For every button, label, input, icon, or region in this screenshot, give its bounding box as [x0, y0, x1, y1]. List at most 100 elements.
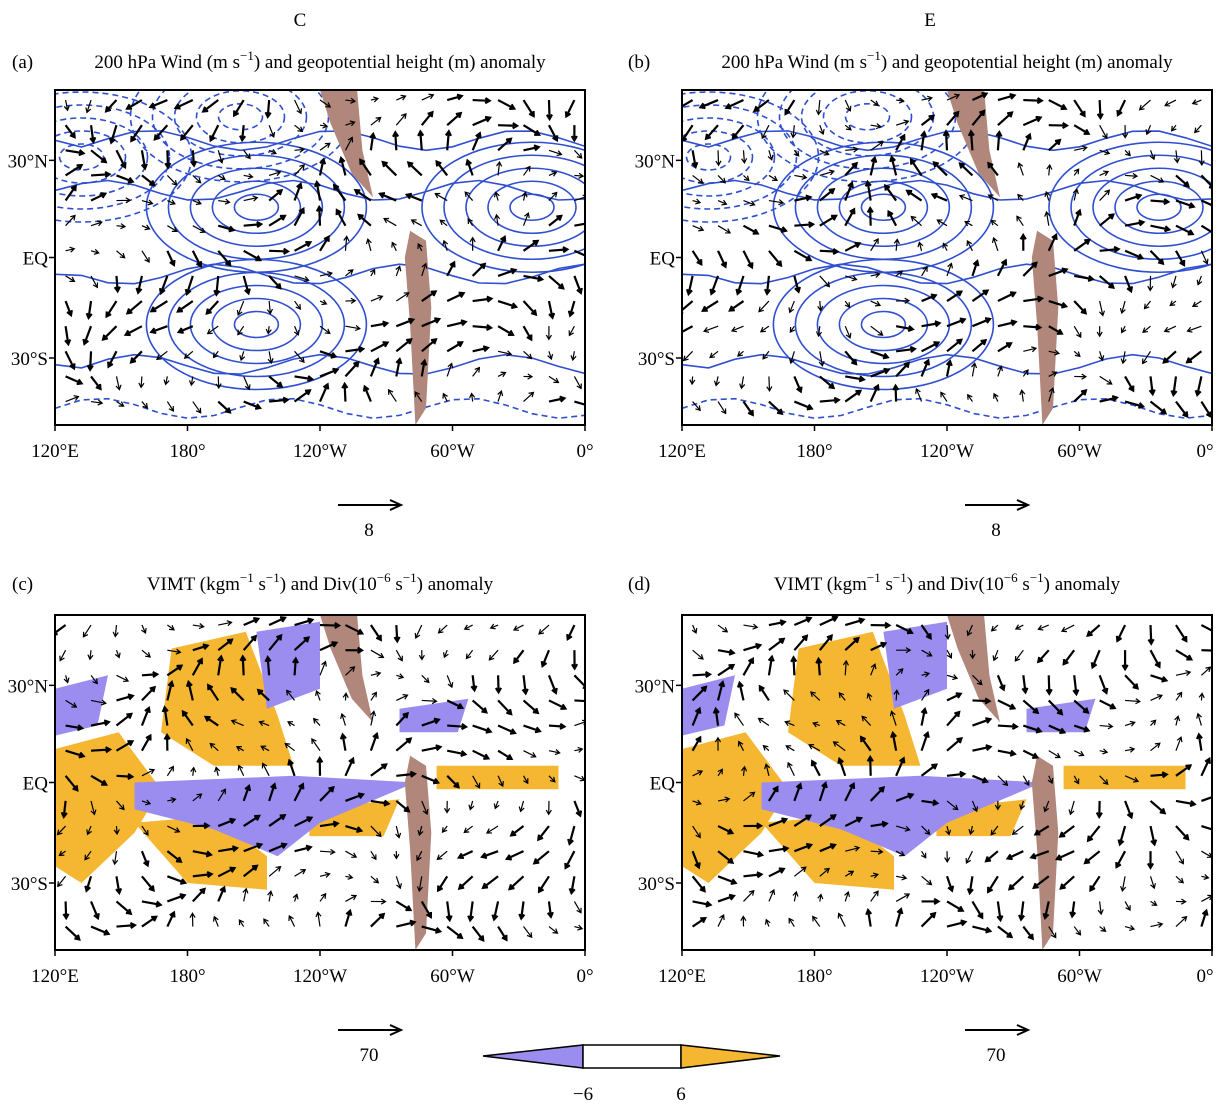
vector [421, 674, 430, 684]
land [947, 90, 1000, 198]
vector [242, 634, 258, 651]
vector [242, 784, 252, 802]
vector [682, 325, 694, 336]
vector [435, 159, 449, 177]
vector [1125, 698, 1142, 705]
vector [971, 259, 980, 277]
vector [115, 740, 135, 752]
vector [1073, 699, 1090, 714]
vector [395, 357, 403, 377]
vector [1150, 771, 1169, 779]
vector [787, 761, 795, 777]
vector [1014, 649, 1024, 662]
vector [344, 756, 355, 777]
vector [64, 124, 76, 139]
vector [217, 654, 225, 676]
vector [522, 124, 541, 136]
vector [1073, 168, 1080, 176]
vector [996, 258, 1008, 277]
vector [116, 772, 135, 781]
vector [523, 350, 533, 360]
vector [869, 383, 880, 403]
vector [370, 670, 382, 677]
vector [370, 799, 391, 807]
vector [1054, 850, 1075, 861]
vector [345, 824, 364, 834]
vector [1200, 400, 1212, 419]
vector [90, 746, 113, 754]
vector [60, 800, 68, 819]
vector [129, 350, 143, 364]
vector [404, 192, 423, 202]
vector [344, 360, 360, 378]
vector [522, 212, 530, 226]
shading [761, 775, 1043, 857]
vector [890, 730, 898, 751]
vector [869, 785, 886, 802]
reference-label: 70 [987, 1045, 1006, 1066]
vector [818, 351, 825, 367]
vector [967, 393, 973, 402]
vector [497, 300, 519, 310]
vector [344, 908, 353, 927]
vector [1007, 875, 1025, 891]
contour [822, 90, 913, 144]
vector [932, 160, 948, 177]
vector [920, 114, 936, 127]
vector [82, 325, 93, 346]
vector [685, 275, 694, 297]
vector [1073, 300, 1088, 315]
vector [1200, 908, 1209, 927]
vector [1048, 138, 1062, 152]
x-tick-label: 0° [576, 966, 593, 987]
contour [772, 141, 995, 274]
vector [573, 249, 585, 257]
vector [149, 300, 168, 313]
vector [447, 723, 469, 731]
vector [548, 395, 567, 403]
vector [294, 844, 313, 853]
vector [844, 181, 854, 201]
vector [1149, 400, 1168, 415]
vector [472, 115, 492, 127]
vector [90, 699, 107, 706]
vector [114, 649, 121, 659]
vector [793, 400, 814, 411]
vector [345, 646, 365, 654]
vector [512, 624, 524, 631]
vector [1099, 395, 1119, 403]
vector [242, 887, 249, 902]
vector [1072, 675, 1080, 697]
x-tick-label: 120°E [31, 441, 79, 462]
vector [691, 250, 703, 266]
vector [319, 641, 339, 652]
vector [574, 924, 584, 931]
vector [1201, 894, 1212, 902]
vector [768, 845, 790, 853]
vector [990, 624, 999, 632]
vector [463, 825, 474, 834]
vector [293, 206, 305, 227]
vector [784, 99, 796, 116]
vector [895, 270, 904, 277]
vector [996, 901, 1004, 923]
vector [709, 350, 719, 359]
vector [319, 99, 332, 108]
x-tick-label: 0° [576, 441, 593, 462]
vector [790, 655, 798, 676]
vector [866, 206, 874, 226]
vector [921, 95, 933, 102]
vector [176, 325, 194, 334]
vector [743, 174, 750, 182]
vector [1143, 300, 1151, 310]
vector [339, 732, 347, 751]
vector [837, 756, 847, 777]
vector [921, 799, 940, 807]
contour [55, 91, 193, 223]
vector [130, 124, 143, 143]
vector [417, 242, 423, 252]
vector [497, 699, 513, 716]
vector [153, 124, 169, 141]
vector [489, 623, 499, 630]
vector [344, 136, 354, 151]
